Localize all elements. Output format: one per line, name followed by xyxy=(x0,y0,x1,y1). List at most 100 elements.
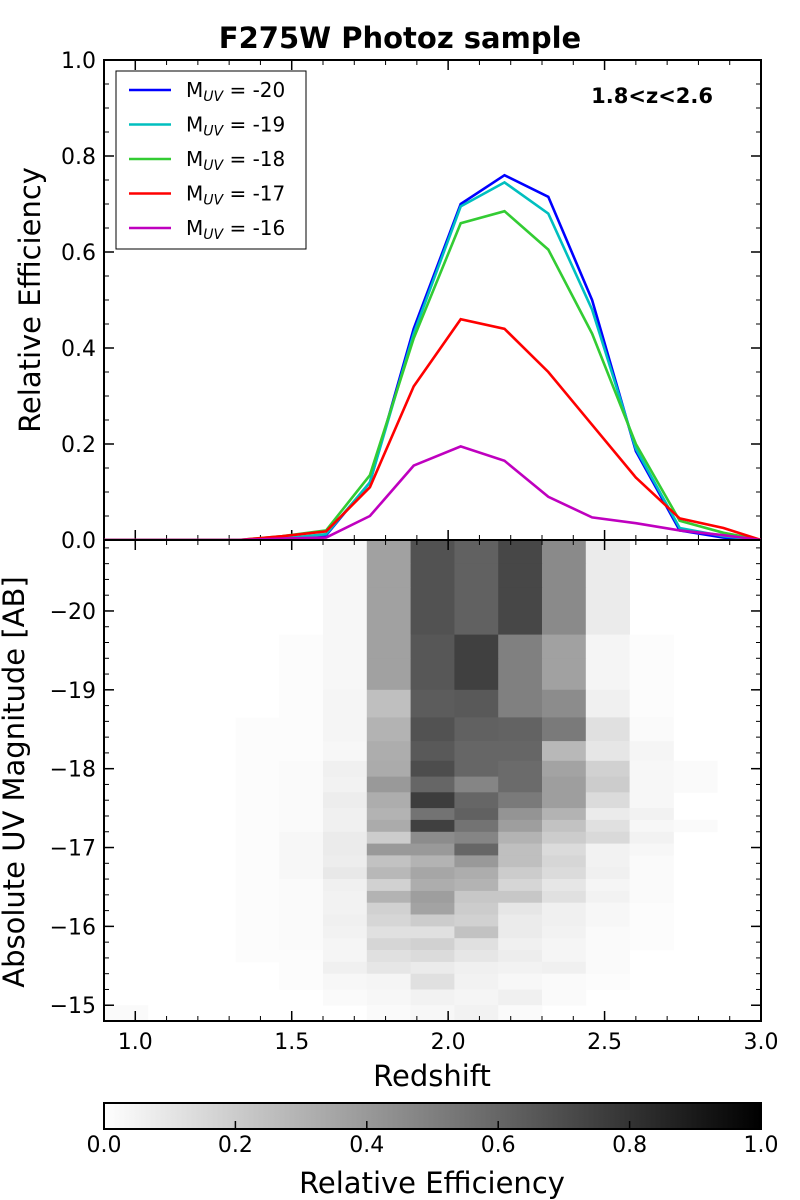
heatmap-cell xyxy=(454,926,499,939)
heatmap-cell xyxy=(454,819,499,833)
heatmap-cell xyxy=(323,689,368,718)
heatmap-cell xyxy=(585,890,630,904)
heatmap-cell xyxy=(454,587,499,612)
heatmap-cell xyxy=(235,808,280,821)
heatmap-cell xyxy=(366,831,411,844)
heatmap-cell xyxy=(279,879,324,892)
heatmap-cell xyxy=(673,760,718,777)
heatmap-cell xyxy=(410,611,455,636)
heatmap-cell xyxy=(279,867,324,880)
heatmap-cell xyxy=(279,776,324,793)
heatmap-cell xyxy=(498,540,543,565)
heatmap-cell xyxy=(279,831,324,844)
heatmap-cell xyxy=(410,961,455,975)
heatmap-cell xyxy=(323,658,368,691)
heatmap-cell xyxy=(542,855,587,868)
heatmap-cell xyxy=(585,776,630,793)
legend-label-1: MUV = -20 xyxy=(186,78,285,105)
heatmap-cell xyxy=(323,902,368,915)
heatmap-cell xyxy=(498,634,543,659)
heatmap-cell xyxy=(498,989,543,1006)
heatmap-cell xyxy=(585,563,630,588)
legend-label-3: MUV = -18 xyxy=(186,147,285,174)
heatmap-cell xyxy=(279,914,324,927)
heatmap-cell xyxy=(585,855,630,868)
heatmap-cell xyxy=(498,938,543,951)
heatmap-cell xyxy=(279,741,324,762)
top-y-tick-label: 0.6 xyxy=(61,241,96,266)
heatmap-cell xyxy=(323,587,368,612)
legend-label-4: MUV = -17 xyxy=(186,182,285,209)
heatmap-cell xyxy=(629,855,674,868)
heatmap-cell xyxy=(542,926,587,939)
heatmap-cell xyxy=(323,926,368,939)
heatmap-cell xyxy=(542,717,587,742)
heatmap-cell xyxy=(323,973,368,990)
colorbar-tick-label: 0.2 xyxy=(218,1133,253,1158)
heatmap-cell xyxy=(323,611,368,636)
heatmap-cell xyxy=(542,808,587,821)
heatmap-cell xyxy=(542,563,587,588)
heatmap-cell xyxy=(454,867,499,880)
heatmap-cell xyxy=(585,831,630,844)
colorbar-gradient xyxy=(103,1102,762,1130)
heatmap-cell xyxy=(585,914,630,927)
legend: MUV = -20 MUV = -19 MUV = -18 MUV = -17 MUV … xyxy=(115,70,307,250)
heatmap-cell xyxy=(454,611,499,636)
heatmap-cell xyxy=(366,717,411,742)
heatmap-cell xyxy=(454,792,499,809)
heatmap-cell xyxy=(629,658,674,691)
heatmap-cell xyxy=(366,760,411,777)
heatmap-cell xyxy=(498,926,543,939)
heatmap-cell xyxy=(629,808,674,821)
heatmap-cell xyxy=(279,634,324,659)
chart-title: F275W Photoz sample xyxy=(219,21,581,55)
heatmap-cell xyxy=(104,1005,149,1022)
heatmap-cell xyxy=(454,776,499,793)
legend-label-2: MUV = -19 xyxy=(186,113,285,140)
heatmap-cell xyxy=(498,587,543,612)
heatmap-cell xyxy=(323,819,368,833)
heatmap-cell xyxy=(498,563,543,588)
colorbar-tick-label: 0.6 xyxy=(481,1133,516,1158)
heatmap-cell xyxy=(454,890,499,904)
heatmap-cell xyxy=(410,902,455,915)
x-tick-label: 2.5 xyxy=(587,1030,622,1055)
heatmap-cell xyxy=(498,843,543,856)
heatmap-cell xyxy=(410,776,455,793)
heatmap-cell xyxy=(629,843,674,856)
heatmap-cell xyxy=(629,902,674,915)
x-tick-label: 1.0 xyxy=(118,1030,153,1055)
heatmap-cell xyxy=(366,938,411,951)
top-y-tick-label: 0.2 xyxy=(61,433,96,458)
heatmap-cell xyxy=(629,634,674,659)
heatmap-cell xyxy=(279,717,324,742)
heatmap-cell xyxy=(454,540,499,565)
heatmap-cell xyxy=(585,611,630,636)
heatmap-cell xyxy=(235,938,280,951)
heatmap-cell xyxy=(498,776,543,793)
heatmap-cell xyxy=(410,819,455,833)
heatmap-cell xyxy=(454,950,499,963)
heatmap-cell xyxy=(323,776,368,793)
heatmap-cell xyxy=(629,717,674,742)
colorbar-tick-label: 1.0 xyxy=(744,1133,779,1158)
heatmap-cell xyxy=(279,819,324,833)
heatmap-cell xyxy=(542,890,587,904)
redshift-range-annotation: 1.8<z<2.6 xyxy=(591,84,713,108)
heatmap-cell xyxy=(673,776,718,793)
heatmap-cell xyxy=(279,890,324,904)
heatmap-cell xyxy=(542,689,587,718)
efficiency-heatmap: 1.0 1.5 2.0 2.5 3.0 −20 −19 −18 −17 −16 −15 Redshi… xyxy=(0,539,779,1093)
heatmap-cell xyxy=(323,867,368,880)
heatmap-cell xyxy=(498,808,543,821)
heatmap-cell xyxy=(410,914,455,927)
heatmap-cell xyxy=(585,808,630,821)
heatmap-cell xyxy=(585,926,630,939)
heatmap-cell xyxy=(585,760,630,777)
heatmap-cell xyxy=(629,867,674,880)
heatmap-cell xyxy=(366,587,411,612)
top-series-lines xyxy=(104,173,761,540)
heatmap-cell xyxy=(585,950,630,963)
